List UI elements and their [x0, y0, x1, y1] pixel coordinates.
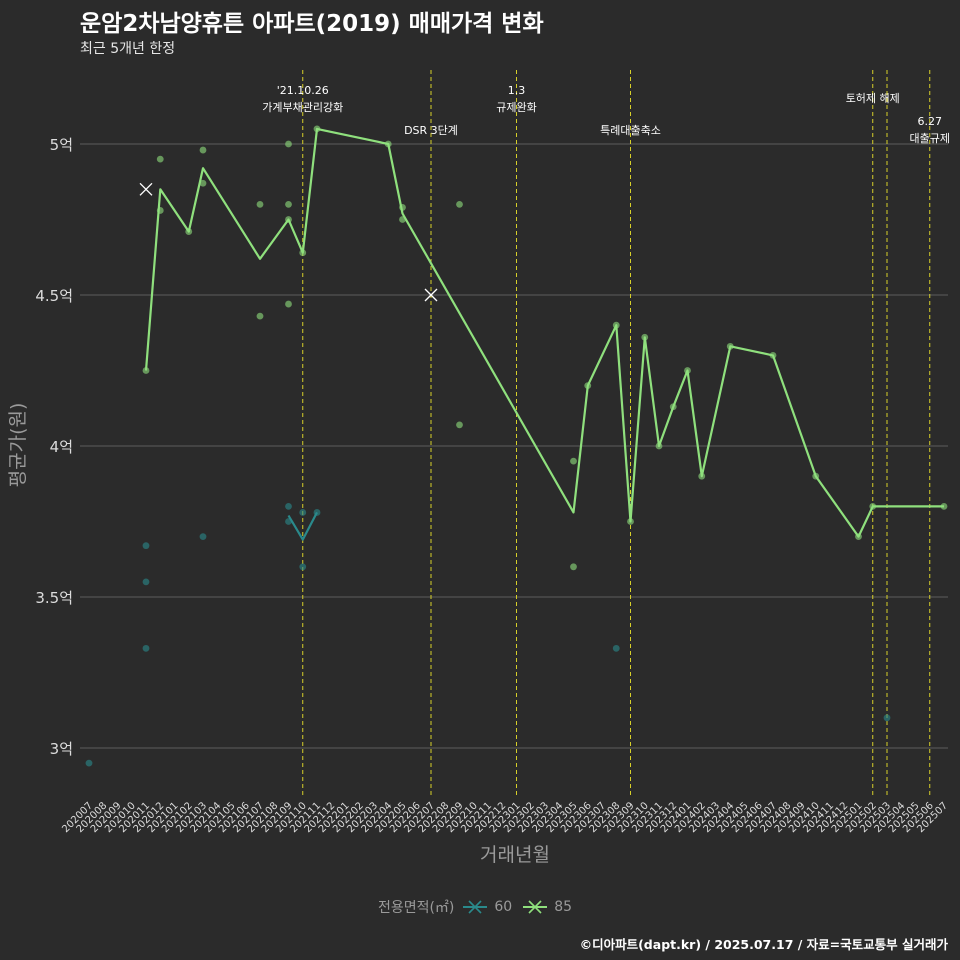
cross-marker-stroke	[424, 288, 438, 302]
legend-key-60-icon	[463, 900, 488, 914]
data-point	[85, 759, 93, 767]
policy-annotation-label: 대출규제	[910, 132, 950, 145]
data-point	[456, 421, 463, 429]
series-85	[139, 125, 948, 571]
policy-annotation-label: 토허제 해제	[846, 91, 900, 105]
grid-lines	[80, 143, 948, 749]
data-point	[256, 201, 264, 208]
data-point	[285, 201, 292, 208]
legend-item-85: 85	[522, 897, 572, 917]
data-point	[285, 140, 292, 148]
data-point	[883, 714, 891, 722]
data-point	[612, 644, 620, 652]
data-point	[570, 457, 577, 465]
policy-annotation-label: 가계부채관리강화	[262, 101, 343, 114]
y-tick-label: 4억	[50, 438, 73, 456]
cross-marker	[424, 288, 438, 302]
policy-annotation-label: 1.3	[508, 84, 526, 97]
cross-marker	[139, 182, 153, 196]
chart-title: 운암2차남양휴튼 아파트(2019) 매매가격 변화	[80, 11, 544, 37]
series-layer	[85, 125, 948, 767]
legend-item-60: 60	[462, 897, 512, 917]
data-point	[142, 644, 150, 652]
series-line	[144, 127, 944, 538]
y-tick-label: 3.5억	[35, 589, 73, 607]
x-tick-labels: 2020072020082020092020102020112020122021…	[60, 800, 950, 835]
data-point	[299, 563, 307, 571]
legend-label-60: 60	[494, 899, 513, 915]
data-point	[285, 503, 292, 510]
data-point	[570, 563, 577, 571]
data-point	[285, 300, 292, 308]
policy-lines	[302, 70, 931, 797]
policy-annotation-label: 6.27	[918, 115, 943, 128]
chart-subtitle: 최근 5개년 한정	[80, 41, 176, 57]
legend-title: 전용면적(㎡)	[377, 900, 455, 916]
source-caption: ©디아파트(dapt.kr) / 2025.07.17 / 자료=국토교통부 실…	[579, 937, 948, 952]
data-point	[299, 509, 307, 516]
series-60	[85, 503, 891, 767]
y-axis-label: 평균가(원)	[7, 403, 29, 488]
data-point	[199, 179, 207, 187]
policy-annotation-label: 규제완화	[496, 101, 536, 114]
legend-key-85-icon	[523, 900, 548, 914]
data-point	[456, 201, 463, 208]
data-point	[142, 578, 150, 586]
x-axis-label: 거래년월	[480, 844, 550, 866]
data-point	[199, 146, 207, 154]
data-point	[142, 542, 150, 550]
policy-annotation-label: DSR 3단계	[404, 124, 458, 137]
data-point	[256, 312, 264, 320]
policy-annotation-label: 특례대출축소	[600, 124, 661, 137]
y-tick-labels: 3억 3.5억 4억 4.5억 5억	[35, 136, 73, 758]
cross-marker-stroke	[139, 182, 153, 196]
y-tick-label: 4.5억	[35, 287, 73, 305]
legend-label-85: 85	[554, 899, 573, 915]
series-line	[287, 511, 318, 541]
policy-annotation-label: '21.10.26	[277, 84, 329, 97]
legend: 전용면적(㎡) 60 85	[0, 896, 960, 918]
data-point	[156, 155, 164, 163]
y-tick-label: 5억	[50, 136, 73, 154]
y-tick-label: 3억	[50, 740, 73, 758]
data-point	[199, 533, 207, 540]
